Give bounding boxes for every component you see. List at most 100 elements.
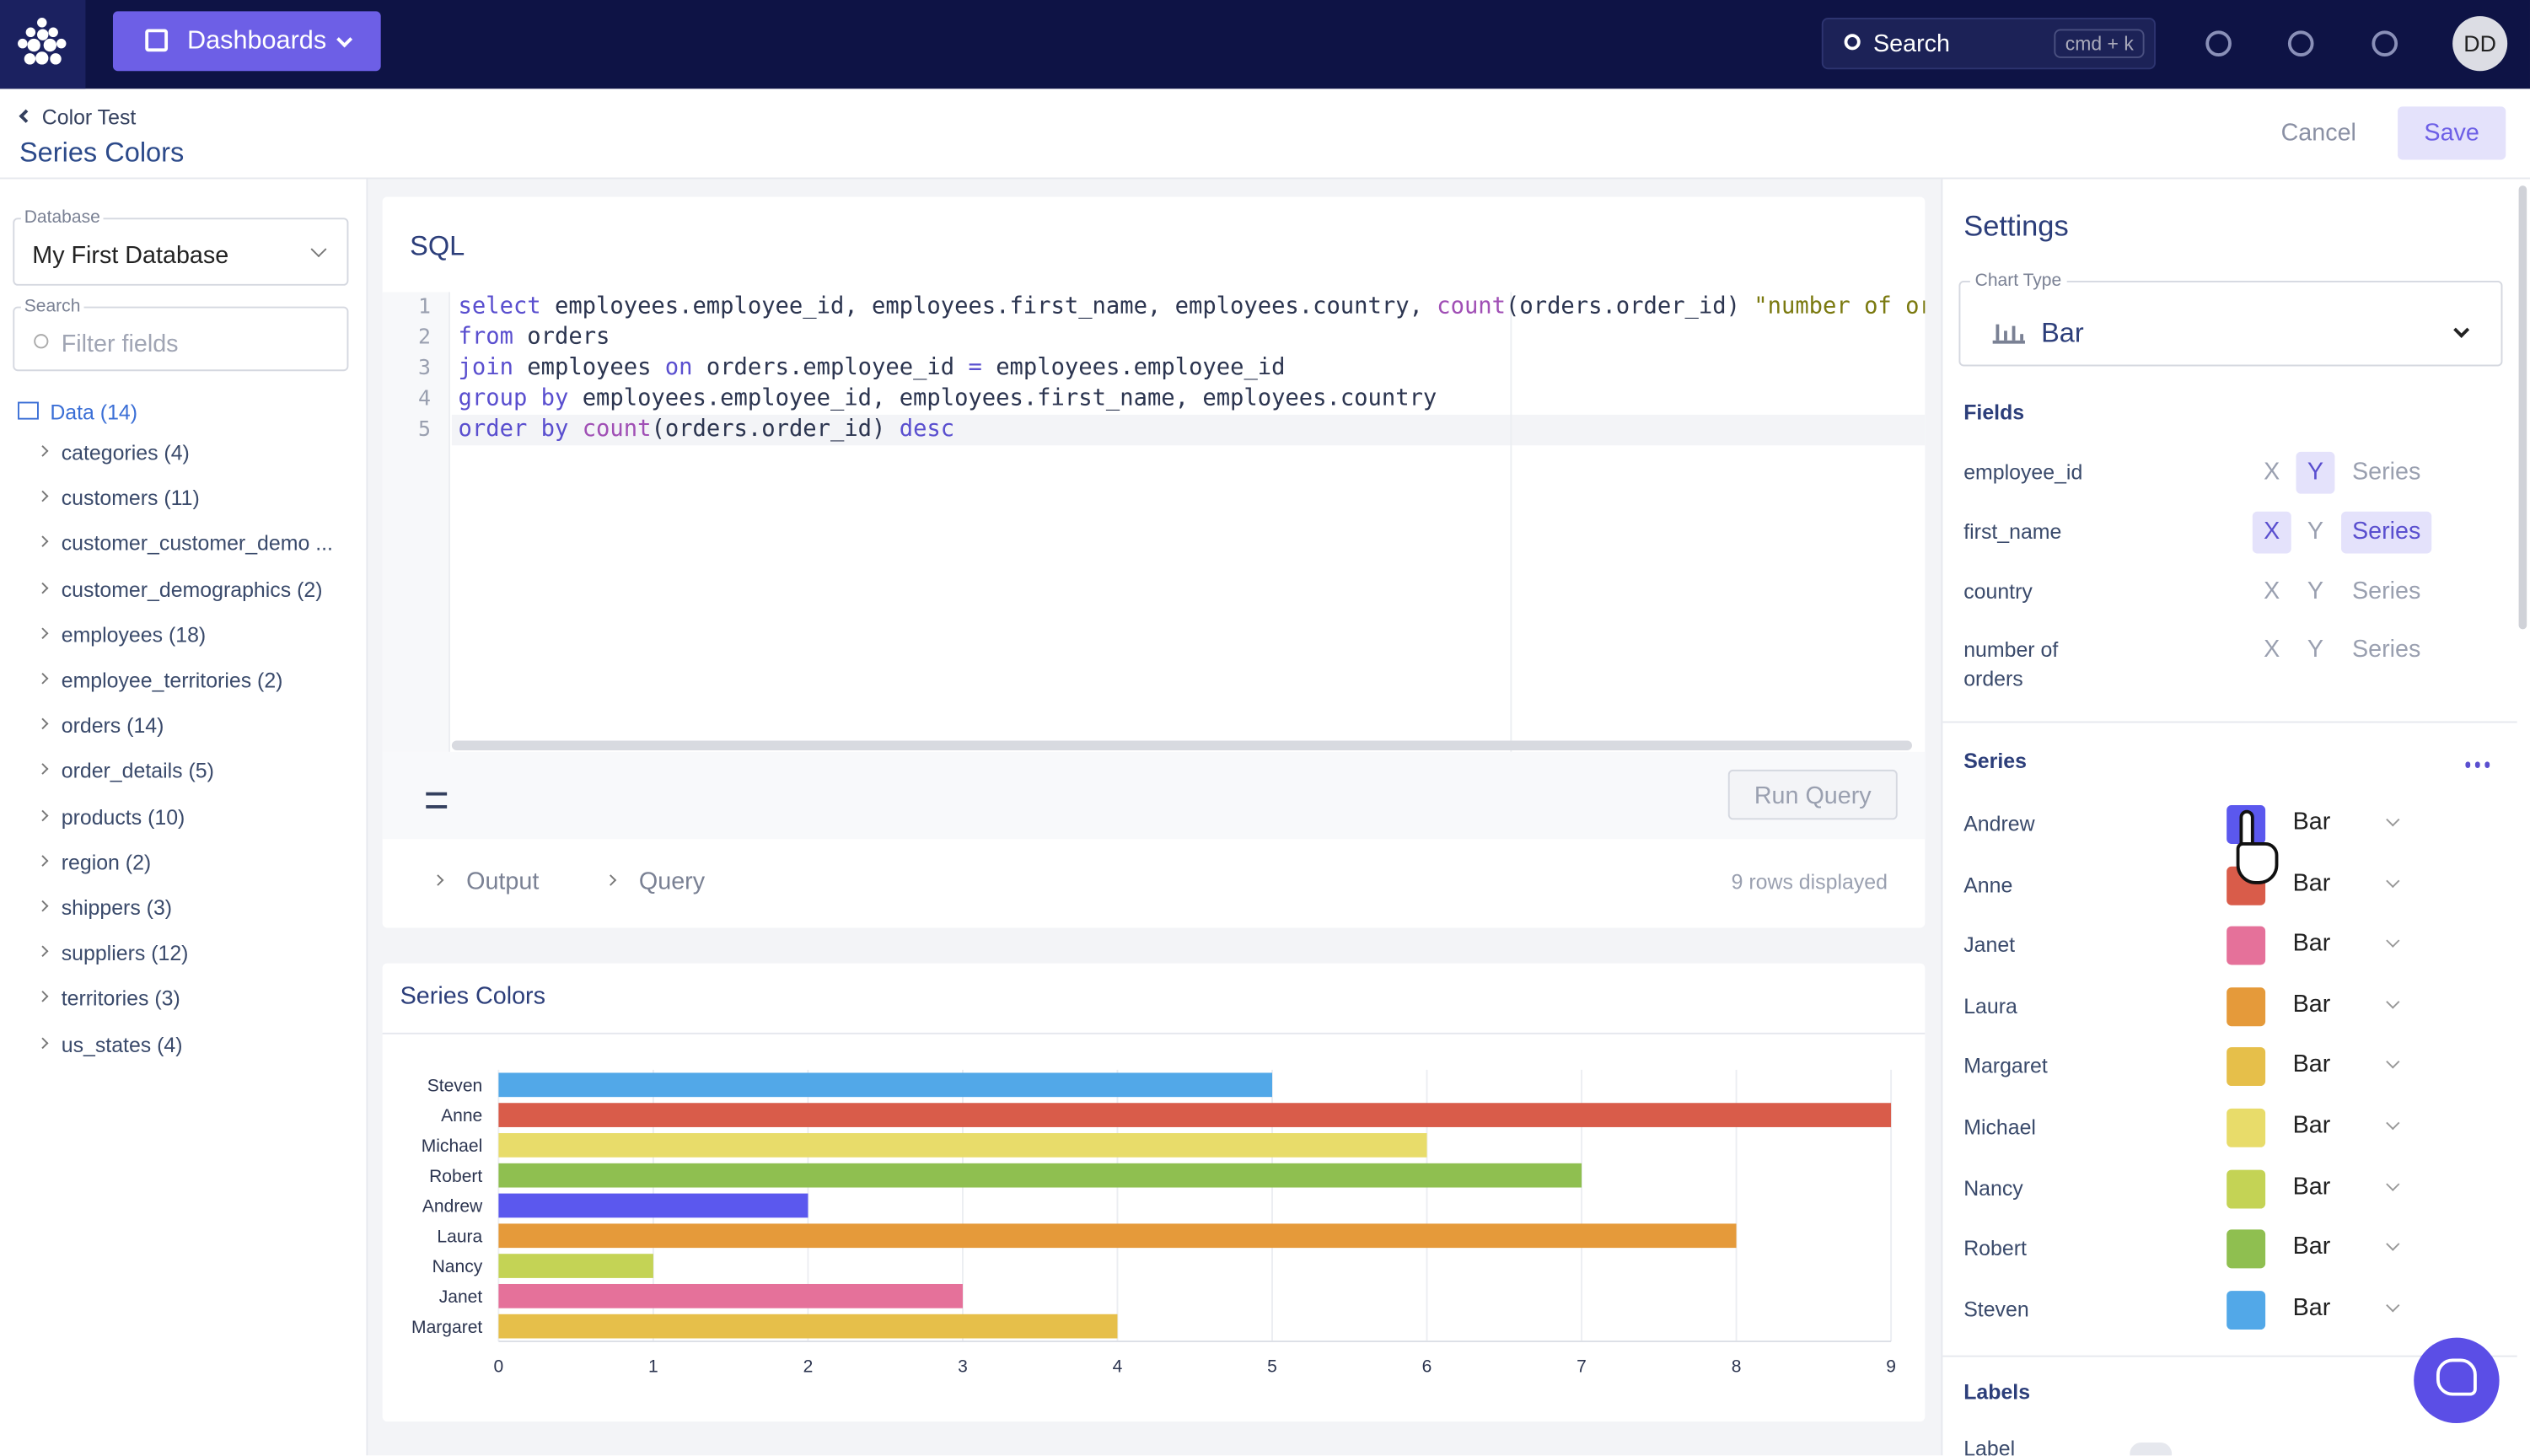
field-option[interactable]: Y	[2296, 451, 2335, 494]
format-icon[interactable]	[426, 792, 448, 809]
chat-button[interactable]	[2414, 1337, 2500, 1424]
color-swatch[interactable]	[2227, 1108, 2266, 1147]
series-type[interactable]: Bar	[2292, 1050, 2331, 1079]
series-type[interactable]: Bar	[2292, 1233, 2331, 1261]
tree-item[interactable]: customer_customer_demo ...	[61, 531, 333, 556]
chevron	[2386, 873, 2400, 888]
y-tick-label: Nancy	[432, 1257, 483, 1276]
dashboards-menu[interactable]: Dashboards	[112, 11, 381, 72]
tree-item[interactable]: territories (3)	[61, 986, 180, 1011]
field-option[interactable]: X	[2264, 636, 2280, 664]
color-swatch[interactable]	[2227, 1290, 2266, 1330]
code-line: from orders	[458, 324, 610, 351]
search-box[interactable]: Search cmd + k	[1821, 18, 2156, 70]
tree-chevron	[36, 945, 49, 958]
back-chevron[interactable]	[19, 109, 33, 123]
series-type[interactable]: Bar	[2292, 929, 2331, 958]
tree-chevron	[36, 491, 49, 502]
series-type[interactable]: Bar	[2292, 1111, 2331, 1140]
color-swatch[interactable]	[2227, 986, 2266, 1026]
cursor	[2232, 809, 2280, 888]
series-name: Margaret	[1963, 1054, 2048, 1079]
tree-root[interactable]: Data (14)	[50, 400, 138, 425]
tree-item[interactable]: suppliers (12)	[61, 941, 189, 965]
editor-gutter	[382, 292, 450, 752]
chart-type-select[interactable]: Chart Type Bar	[1958, 271, 2503, 367]
field-option[interactable]: Y	[2307, 636, 2324, 664]
series-type[interactable]: Bar	[2292, 1293, 2331, 1322]
nav-icon[interactable]	[2205, 30, 2232, 56]
x-tick-label: 4	[1113, 1357, 1123, 1376]
color-swatch[interactable]	[2227, 1229, 2266, 1269]
tree-item[interactable]: customer_demographics (2)	[61, 577, 323, 602]
chat-icon	[2436, 1358, 2477, 1396]
tree-item[interactable]: employee_territories (2)	[61, 668, 283, 693]
field-option[interactable]: Series	[2351, 458, 2421, 486]
field-option[interactable]: Series	[2341, 511, 2432, 554]
chevron	[2453, 321, 2470, 338]
field-option[interactable]: X	[2264, 578, 2280, 605]
tree-item[interactable]: us_states (4)	[61, 1032, 183, 1056]
code-line: select employees.employee_id, employees.…	[458, 293, 1926, 320]
color-swatch[interactable]	[2227, 926, 2266, 965]
y-tick-label: Anne	[441, 1106, 482, 1126]
field-option[interactable]: Series	[2351, 636, 2421, 664]
tree-item[interactable]: shippers (3)	[61, 895, 173, 920]
tab[interactable]: Query	[638, 868, 706, 896]
toggle[interactable]	[2130, 1443, 2173, 1456]
x-tick-label: 8	[1732, 1357, 1742, 1376]
y-tick-label: Robert	[429, 1167, 482, 1186]
field-option[interactable]: X	[2252, 511, 2291, 554]
field-option[interactable]: Series	[2351, 578, 2421, 605]
breadcrumb[interactable]: Color Test	[41, 105, 137, 130]
tree-item[interactable]: orders (14)	[61, 713, 164, 739]
series-name: Robert	[1963, 1236, 2027, 1261]
field-option[interactable]: X	[2264, 458, 2280, 486]
bar	[498, 1223, 1737, 1249]
run-query-button[interactable]: Run Query	[1727, 769, 1898, 820]
tree-item[interactable]: employees (18)	[61, 622, 207, 647]
tree-chevron	[36, 717, 49, 730]
tree-item[interactable]: region (2)	[61, 850, 152, 874]
color-swatch[interactable]	[2227, 1169, 2266, 1208]
settings-scrollbar	[2518, 185, 2527, 630]
y-tick-label: Margaret	[411, 1318, 482, 1337]
settings-border	[1941, 179, 1943, 1456]
logo-dot	[18, 38, 28, 49]
series-type[interactable]: Bar	[2292, 1172, 2331, 1201]
series-name: Nancy	[1963, 1175, 2023, 1201]
tree-item[interactable]: categories (4)	[61, 440, 190, 465]
cancel-button[interactable]: Cancel	[2280, 119, 2356, 148]
more-dot[interactable]	[2464, 761, 2471, 768]
nav-icon[interactable]	[2372, 30, 2398, 56]
color-swatch[interactable]	[2227, 1047, 2266, 1087]
field-name: country	[1963, 579, 2033, 604]
tree-item[interactable]: order_details (5)	[61, 759, 214, 783]
field-option[interactable]: Y	[2307, 518, 2324, 545]
avatar[interactable]: DD	[2452, 16, 2508, 72]
field-search[interactable]: Search Filter fields	[13, 297, 349, 372]
menu-label: Dashboards	[187, 27, 327, 56]
y-tick-label: Steven	[427, 1076, 483, 1095]
tree-chevron	[36, 445, 49, 457]
more-dot[interactable]	[2474, 761, 2480, 768]
chart-type: Bar	[2041, 318, 2084, 349]
y-tick-label: Michael	[422, 1136, 483, 1156]
series-type[interactable]: Bar	[2292, 990, 2331, 1018]
save-button[interactable]: Save	[2398, 106, 2506, 160]
bar	[498, 1163, 1582, 1188]
tab-chevron	[432, 874, 444, 886]
search-icon	[1844, 34, 1861, 51]
database-select[interactable]: Database My First Database	[13, 207, 349, 286]
series-name: Janet	[1963, 932, 2016, 958]
series-type[interactable]: Bar	[2292, 808, 2331, 836]
more-dot[interactable]	[2484, 761, 2490, 768]
field-option[interactable]: Y	[2307, 578, 2324, 605]
nav-icon[interactable]	[2287, 30, 2314, 56]
series-type[interactable]: Bar	[2292, 868, 2331, 897]
tab[interactable]: Output	[466, 868, 540, 896]
tree-item[interactable]: products (10)	[61, 804, 185, 829]
y-tick-label: Janet	[439, 1287, 483, 1307]
bar	[498, 1283, 963, 1308]
tree-item[interactable]: customers (11)	[61, 486, 200, 511]
